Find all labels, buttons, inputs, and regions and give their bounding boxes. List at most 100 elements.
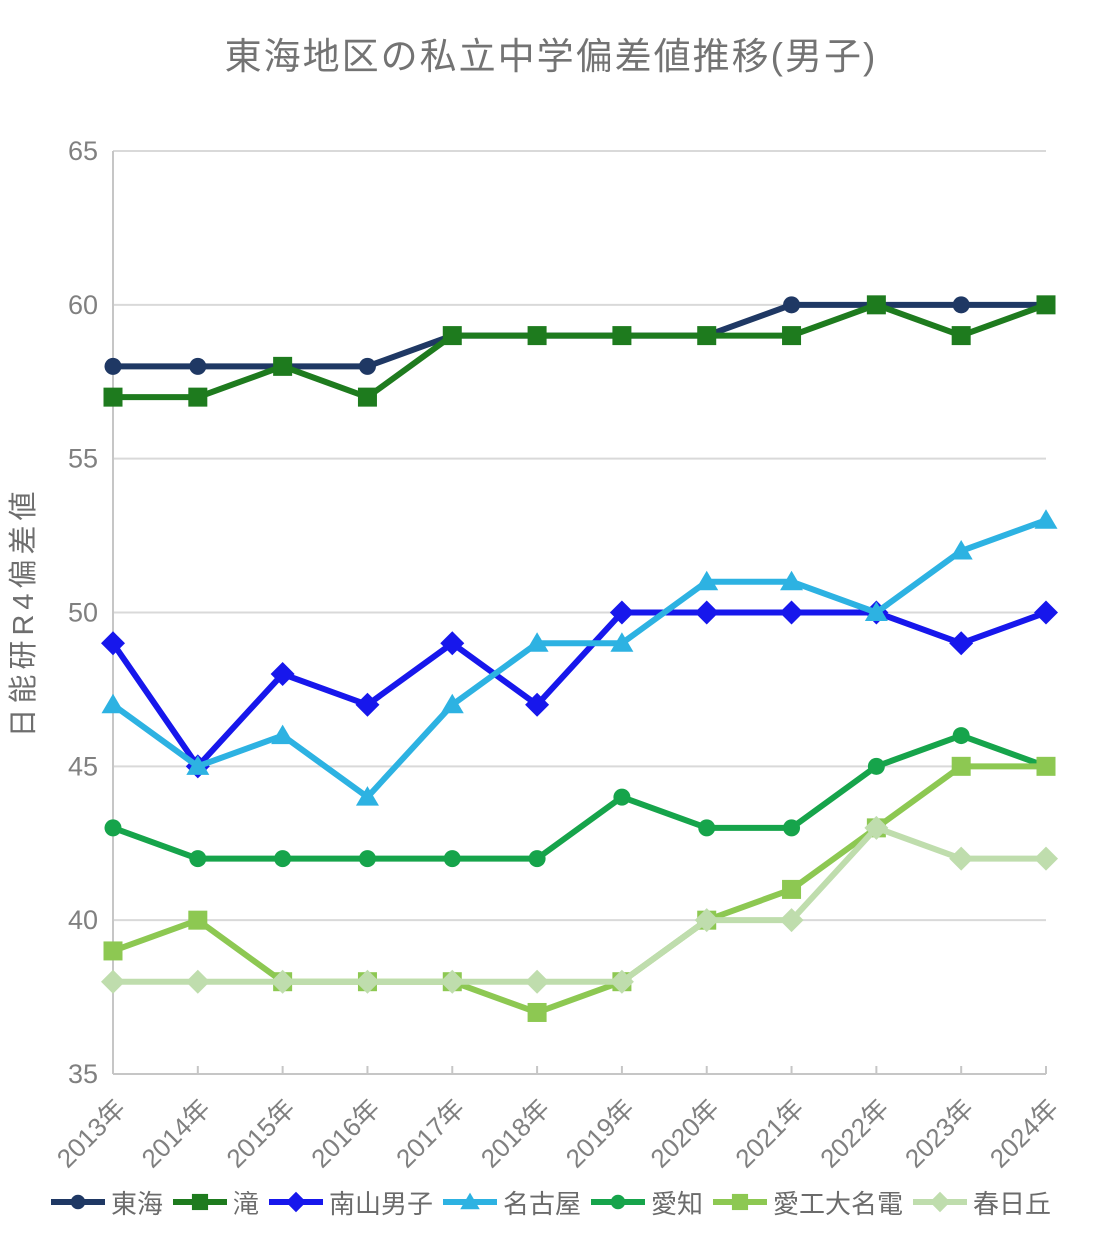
square-marker [103, 387, 123, 407]
triangle-marker [460, 1192, 480, 1210]
diamond-legend-marker-icon [913, 1191, 968, 1213]
legend-label: 東海 [110, 1188, 163, 1219]
circle-marker [358, 357, 376, 375]
legend-item-2: 南山男子 [268, 1184, 433, 1221]
square-marker [697, 326, 717, 346]
y-tick-label: 40 [68, 905, 98, 935]
diamond-legend-marker-icon [268, 1191, 323, 1213]
triangle-marker [525, 632, 549, 652]
legend-label: 春日丘 [973, 1188, 1052, 1219]
circle-marker [952, 727, 970, 745]
diamond-marker [525, 969, 550, 994]
legend-label: 愛工大名電 [773, 1188, 904, 1219]
square-legend-marker-icon [713, 1193, 768, 1211]
legend-label: 南山男子 [328, 1188, 433, 1219]
x-tick-label: 2023年 [899, 1093, 979, 1173]
diamond-marker [949, 631, 974, 656]
diamond-marker [101, 969, 125, 994]
legend-item-5: 愛工大名電 [713, 1184, 903, 1221]
triangle-marker [610, 632, 634, 652]
x-tick-label: 2017年 [390, 1093, 470, 1173]
diamond-marker [929, 1191, 951, 1213]
circle-marker [443, 850, 461, 868]
circle-marker [528, 850, 546, 868]
diamond-marker [440, 969, 465, 994]
series-line [111, 517, 1048, 801]
series-line [113, 824, 1046, 985]
series-3 [101, 509, 1058, 806]
circle-marker [867, 757, 885, 775]
chart-title: 東海地区の私立中学偏差値推移(男子) [224, 36, 878, 77]
square-marker [442, 326, 462, 346]
square-marker [188, 910, 208, 930]
y-tick-label: 60 [68, 290, 98, 320]
legend-label: 愛知 [651, 1188, 704, 1219]
diamond-marker [694, 908, 719, 933]
diamond-marker [864, 815, 889, 840]
triangle-legend-marker-icon [442, 1192, 497, 1210]
triangle-marker [780, 570, 804, 591]
y-tick-label: 65 [68, 136, 98, 166]
circle-marker [952, 296, 970, 314]
triangle-marker [355, 786, 379, 806]
diamond-marker [355, 969, 380, 994]
triangle-marker [1034, 509, 1058, 529]
square-marker [1036, 756, 1056, 776]
x-tick-label: 2020年 [644, 1093, 724, 1173]
square-legend-marker-icon [172, 1193, 227, 1211]
circle-marker [189, 850, 207, 868]
square-marker [357, 387, 377, 407]
diamond-marker [440, 631, 465, 656]
square-marker [273, 356, 293, 376]
y-tick-label: 45 [68, 751, 98, 781]
legend-label: 名古屋 [502, 1188, 581, 1219]
diamond-marker [101, 631, 125, 656]
y-tick-label: 55 [68, 444, 98, 474]
diamond-marker [609, 969, 634, 994]
square-marker [951, 756, 971, 776]
square-marker [527, 326, 547, 346]
circle-marker [104, 357, 122, 375]
square-marker [103, 941, 123, 961]
x-tick-label: 2019年 [560, 1093, 640, 1173]
circle-legend-marker-icon [50, 1194, 105, 1210]
x-tick-label: 2018年 [475, 1093, 555, 1173]
x-tick-label: 2013年 [51, 1093, 131, 1173]
square-marker [191, 1193, 209, 1211]
diamond-marker [694, 600, 719, 625]
legend-item-6: 春日丘 [913, 1184, 1051, 1221]
circle-marker [70, 1194, 86, 1210]
x-tick-label: 2022年 [814, 1093, 894, 1173]
square-marker [612, 326, 632, 346]
x-tick-label: 2016年 [305, 1093, 385, 1173]
triangle-marker [695, 570, 719, 591]
diamond-marker [779, 908, 804, 933]
diamond-marker [185, 969, 210, 994]
x-tick-label: 2021年 [729, 1093, 809, 1173]
square-marker [527, 1002, 547, 1022]
triangle-marker [949, 539, 973, 560]
series-line [111, 763, 1046, 1016]
circle-marker [610, 1194, 626, 1210]
circle-marker [189, 357, 207, 375]
circle-marker [104, 819, 122, 837]
square-marker [782, 879, 802, 899]
square-marker [782, 326, 802, 346]
legend-item-1: 滝 [172, 1184, 259, 1221]
diamond-marker [270, 662, 295, 687]
diamond-marker [355, 692, 380, 717]
diamond-marker [779, 600, 804, 625]
x-tick-label: 2024年 [984, 1093, 1064, 1173]
circle-marker [698, 819, 716, 837]
x-tick-label: 2014年 [136, 1093, 216, 1173]
legend-item-0: 東海 [50, 1184, 163, 1221]
diamond-marker [1034, 846, 1058, 871]
legend: 東海 滝 南山男子 名古屋 愛知 愛工大名電 春日丘 [0, 1182, 1102, 1222]
triangle-marker [864, 601, 888, 621]
series-line [110, 609, 1048, 770]
diamond-marker [285, 1191, 307, 1213]
circle-marker [783, 819, 801, 837]
series-6 [101, 815, 1058, 994]
